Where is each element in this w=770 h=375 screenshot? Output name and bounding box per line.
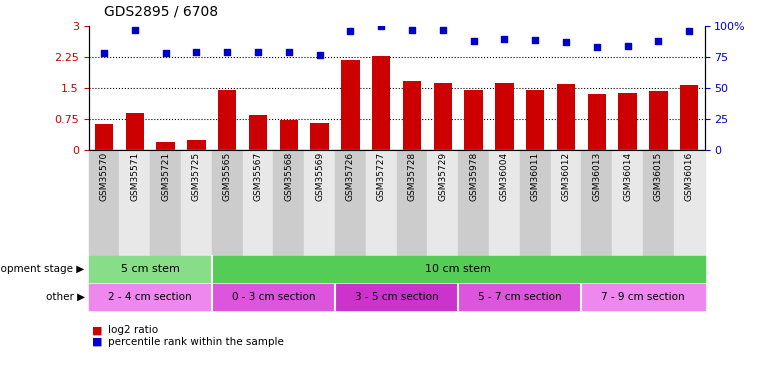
Point [621,43,634,49]
Bar [403,81,421,150]
Bar [126,113,144,150]
Point [560,39,572,45]
Point [467,38,480,44]
Text: log2 ratio: log2 ratio [108,326,158,335]
Point [406,27,418,33]
Bar [95,124,113,150]
Text: 7 - 9 cm section: 7 - 9 cm section [601,292,685,302]
Text: 5 cm stem: 5 cm stem [121,264,179,274]
Text: GSM35727: GSM35727 [377,152,386,201]
Point [129,27,141,33]
Point [375,23,387,29]
Text: GSM35568: GSM35568 [284,152,293,201]
Text: GSM36015: GSM36015 [654,152,663,201]
Point [98,51,110,57]
Text: 3 - 5 cm section: 3 - 5 cm section [355,292,438,302]
Point [221,49,233,55]
Text: GSM36011: GSM36011 [531,152,540,201]
Bar [557,84,575,150]
Point [283,49,295,55]
Bar [187,140,206,150]
Bar [526,90,544,150]
Text: GSM35570: GSM35570 [99,152,109,201]
Text: 2 - 4 cm section: 2 - 4 cm section [109,292,192,302]
Text: GSM36014: GSM36014 [623,152,632,201]
Point [159,51,172,57]
Text: development stage ▶: development stage ▶ [0,264,85,274]
Text: GSM35569: GSM35569 [315,152,324,201]
Bar [588,94,606,150]
Bar [156,142,175,150]
Text: GSM36012: GSM36012 [561,152,571,201]
Text: GSM35726: GSM35726 [346,152,355,201]
Bar [249,115,267,150]
Bar [310,123,329,150]
Bar [464,90,483,150]
Point [498,36,511,42]
Text: ■: ■ [92,337,103,346]
Bar [495,83,514,150]
Bar [680,85,698,150]
Bar [434,83,452,150]
Text: 5 - 7 cm section: 5 - 7 cm section [478,292,561,302]
Bar [341,60,360,150]
Bar [372,56,390,150]
Point [591,44,603,50]
Text: GSM35721: GSM35721 [161,152,170,201]
Text: 0 - 3 cm section: 0 - 3 cm section [232,292,315,302]
Point [683,28,695,34]
Point [190,49,203,55]
Text: ■: ■ [92,326,103,335]
Bar [280,120,298,150]
Text: GSM35565: GSM35565 [223,152,232,201]
Point [652,38,665,44]
Bar [649,92,668,150]
Bar [218,90,236,150]
Bar [618,93,637,150]
Text: other ▶: other ▶ [45,292,85,302]
Point [252,49,264,55]
Point [437,27,449,33]
Point [344,28,357,34]
Text: GSM35729: GSM35729 [438,152,447,201]
Text: GDS2895 / 6708: GDS2895 / 6708 [104,5,218,19]
Text: percentile rank within the sample: percentile rank within the sample [108,337,283,346]
Text: GSM35728: GSM35728 [407,152,417,201]
Text: GSM36004: GSM36004 [500,152,509,201]
Text: GSM35567: GSM35567 [253,152,263,201]
Point [529,37,541,43]
Text: GSM35978: GSM35978 [469,152,478,201]
Text: 10 cm stem: 10 cm stem [425,264,491,274]
Text: GSM36016: GSM36016 [685,152,694,201]
Text: GSM36013: GSM36013 [592,152,601,201]
Text: GSM35725: GSM35725 [192,152,201,201]
Text: GSM35571: GSM35571 [130,152,139,201]
Point [313,52,326,58]
